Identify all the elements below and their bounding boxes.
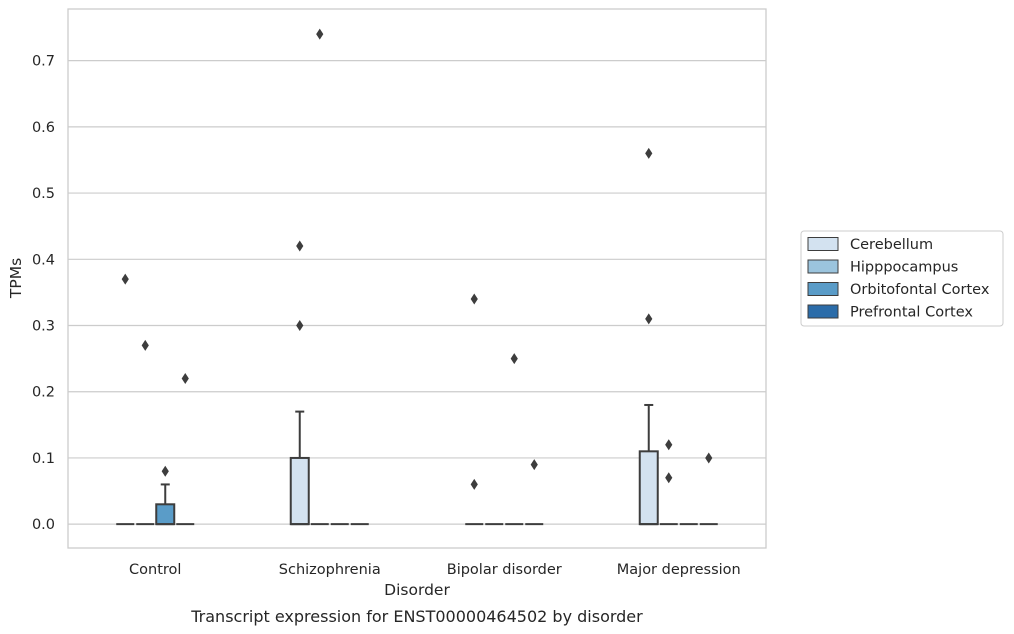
box-group [525,459,544,526]
y-axis-ticks: 0.0 0.1 0.2 0.3 0.4 0.5 0.6 0.7 [32,54,55,534]
outlier-point [141,339,149,351]
legend-swatch [807,304,839,319]
box [638,450,659,526]
y-tick-label: 0.2 [32,385,55,401]
y-tick-label: 0.4 [32,252,55,268]
legend-label: Orbitofontal Cortex [850,282,990,298]
chart-caption: Transcript expression for ENST0000046450… [190,607,643,626]
legend: Cerebellum Hipppocampus Orbitofontal Corte… [800,230,1004,327]
box-group [176,372,195,526]
outlier-point [296,240,304,252]
x-axis-title: Disorder [384,581,450,599]
x-tick-label: Control [129,562,181,578]
box-group [155,465,176,526]
legend-item: Hipppocampus [807,259,958,276]
outlier-point [161,465,169,477]
box [289,456,310,526]
y-tick-label: 0.6 [32,120,55,136]
y-tick-label: 0.1 [32,451,55,467]
legend-item: Prefrontal Cortex [807,304,973,321]
outlier-point [665,439,673,451]
legend-swatch [807,259,839,274]
box-marks [116,28,718,526]
x-tick-label: Major depression [617,562,741,578]
legend-label: Prefrontal Cortex [850,305,973,321]
outlier-point [316,28,324,40]
outlier-point [665,472,673,484]
outlier-point [121,273,129,285]
outlier-point [645,313,653,325]
y-tick-label: 0.5 [32,186,55,202]
x-tick-label: Schizophrenia [279,562,381,578]
outlier-point [530,459,538,471]
legend-swatch [807,282,839,296]
legend-label: Cerebellum [850,237,933,253]
outlier-point [470,478,478,490]
legend-frame [800,230,1004,327]
x-tick-label: Bipolar disorder [447,562,562,578]
box-group [638,147,659,526]
box-group [289,240,310,526]
box [155,503,176,526]
y-tick-label: 0.7 [32,54,55,70]
box-group [310,28,329,526]
box-group [659,439,678,526]
y-tick-label: 0.3 [32,319,55,335]
outlier-point [510,353,518,365]
legend-item: Cerebellum [807,237,933,253]
box-group [136,339,155,526]
box-group [465,293,484,526]
box-group [116,273,135,526]
outlier-point [181,372,189,384]
legend-item: Orbitofontal Cortex [807,282,990,298]
outlier-point [645,147,653,159]
x-axis-ticks: Control Schizophrenia Bipolar disorder Majo… [129,562,741,578]
y-tick-label: 0.0 [32,517,55,533]
y-axis-title: TPMs [7,258,25,299]
outlier-point [470,293,478,305]
legend-label: Hipppocampus [850,260,958,276]
outlier-point [296,320,304,332]
box-group [699,452,718,526]
plot-area-frame [67,8,767,549]
box-group [505,353,524,526]
outlier-point [705,452,713,464]
legend-swatch [807,237,839,251]
